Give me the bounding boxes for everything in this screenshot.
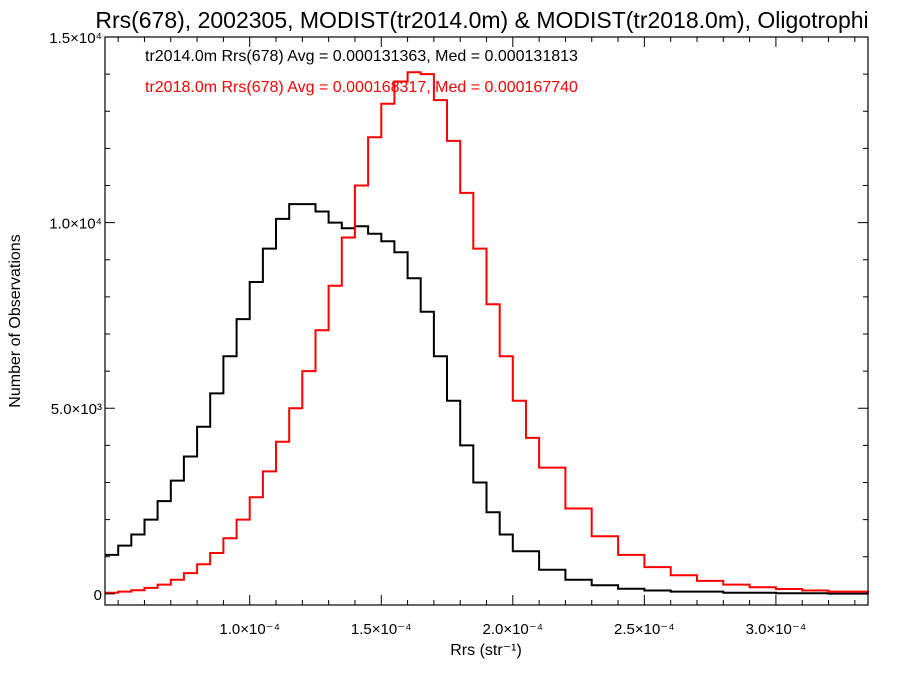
chart-title: Rrs(678), 2002305, MODIST(tr2014.0m) & M…: [95, 7, 868, 33]
y-tick-label: 1.5×10⁴: [49, 30, 102, 47]
x-tick-label: 1.5×10⁻⁴: [351, 621, 412, 638]
tick-layer: [105, 36, 868, 605]
x-tick-label: 1.0×10⁻⁴: [219, 621, 280, 638]
x-tick-label: 2.0×10⁻⁴: [482, 621, 543, 638]
annotation-tr2018: tr2018.0m Rrs(678) Avg = 0.000168317, Me…: [145, 79, 578, 96]
series-layer: [105, 71, 869, 595]
y-tick-label: 0: [94, 587, 102, 604]
x-axis-label: Rrs (str⁻¹): [450, 642, 522, 659]
y-tick-label: 5.0×10³: [51, 401, 102, 418]
series-line-2: [105, 71, 869, 594]
tick-label-layer: 1.0×10⁻⁴ 1.5×10⁻⁴ 2.0×10⁻⁴ 2.5×10⁻⁴ 3.0×10⁻⁴…: [49, 30, 806, 638]
y-axis-label: Number of Observations: [7, 234, 24, 407]
annotation-tr2014: tr2014.0m Rrs(678) Avg = 0.000131363, Me…: [145, 48, 578, 65]
y-tick-label: 1.0×10⁴: [49, 216, 102, 233]
x-tick-label: 2.5×10⁻⁴: [614, 621, 675, 638]
x-tick-label: 3.0×10⁻⁴: [746, 621, 807, 638]
series-line-1: [105, 203, 869, 595]
